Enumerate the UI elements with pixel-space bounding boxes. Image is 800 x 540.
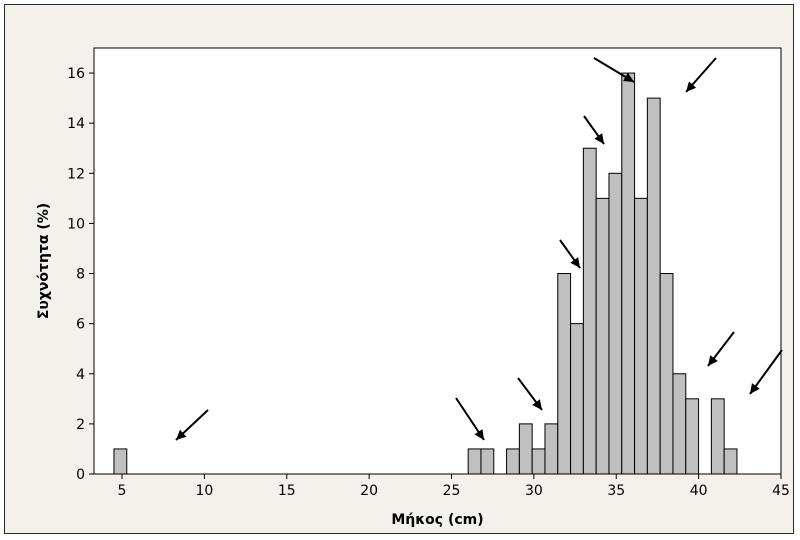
histogram-bar <box>467 448 482 475</box>
histogram-bar <box>582 147 597 475</box>
bars-group <box>105 72 758 475</box>
x-tick-label: 10 <box>195 483 213 499</box>
y-tick-label: 8 <box>76 267 85 283</box>
annotation-arrow-head <box>623 72 634 82</box>
annotation-arrow-head <box>686 81 697 92</box>
x-tick-label: 20 <box>360 483 378 499</box>
annotation-arrow-head <box>474 429 484 440</box>
histogram-bar <box>646 97 661 475</box>
x-tick-label: 15 <box>278 483 296 499</box>
y-tick-label: 14 <box>67 116 85 132</box>
annotation-arrow-head <box>532 399 542 410</box>
histogram-bar <box>672 373 687 475</box>
histogram-bar <box>685 398 700 475</box>
histogram-bar <box>506 448 520 475</box>
histogram-bar <box>634 197 648 475</box>
y-tick-label: 10 <box>67 216 85 232</box>
annotation-arrow-head <box>750 383 760 394</box>
histogram-bar <box>113 448 128 475</box>
histogram-bar <box>531 448 546 475</box>
histogram-bar <box>621 72 636 475</box>
histogram-bar <box>659 273 674 475</box>
y-tick-label: 12 <box>67 166 85 182</box>
y-tick-label: 6 <box>76 317 85 333</box>
x-tick-label: 45 <box>772 483 790 499</box>
y-axis-title: Συχνότητα (%) <box>36 203 52 319</box>
histogram-bar <box>518 423 533 475</box>
y-tick-label: 0 <box>76 467 85 483</box>
histogram-bar <box>480 448 495 475</box>
annotation-arrow-head <box>570 257 580 268</box>
x-tick-label: 35 <box>607 483 625 499</box>
y-tick-label: 4 <box>76 367 85 383</box>
histogram-bar <box>557 273 572 475</box>
x-tick-label: 40 <box>690 483 708 499</box>
histogram-bar <box>570 323 584 475</box>
y-tick-label: 2 <box>76 417 85 433</box>
x-axis: 5 10 15 20 25 30 35 40 45 <box>118 474 790 499</box>
histogram-bar <box>710 398 725 475</box>
x-axis-title: Μήκος (cm) <box>391 512 483 528</box>
annotation-arrow-head <box>594 133 604 144</box>
annotation-arrow-head <box>708 355 718 366</box>
x-tick-label: 5 <box>118 483 127 499</box>
histogram-bar <box>595 197 610 475</box>
histogram-bar <box>544 423 559 475</box>
annotation-arrows <box>175 57 783 441</box>
histogram-bar <box>608 172 623 475</box>
x-tick-label: 30 <box>525 483 543 499</box>
annotation-arrow-head <box>176 429 187 440</box>
x-tick-label: 25 <box>443 483 461 499</box>
y-axis: 0 2 4 6 8 10 12 14 16 <box>67 66 94 483</box>
histogram-bar <box>723 448 738 475</box>
y-tick-label: 16 <box>67 66 85 82</box>
